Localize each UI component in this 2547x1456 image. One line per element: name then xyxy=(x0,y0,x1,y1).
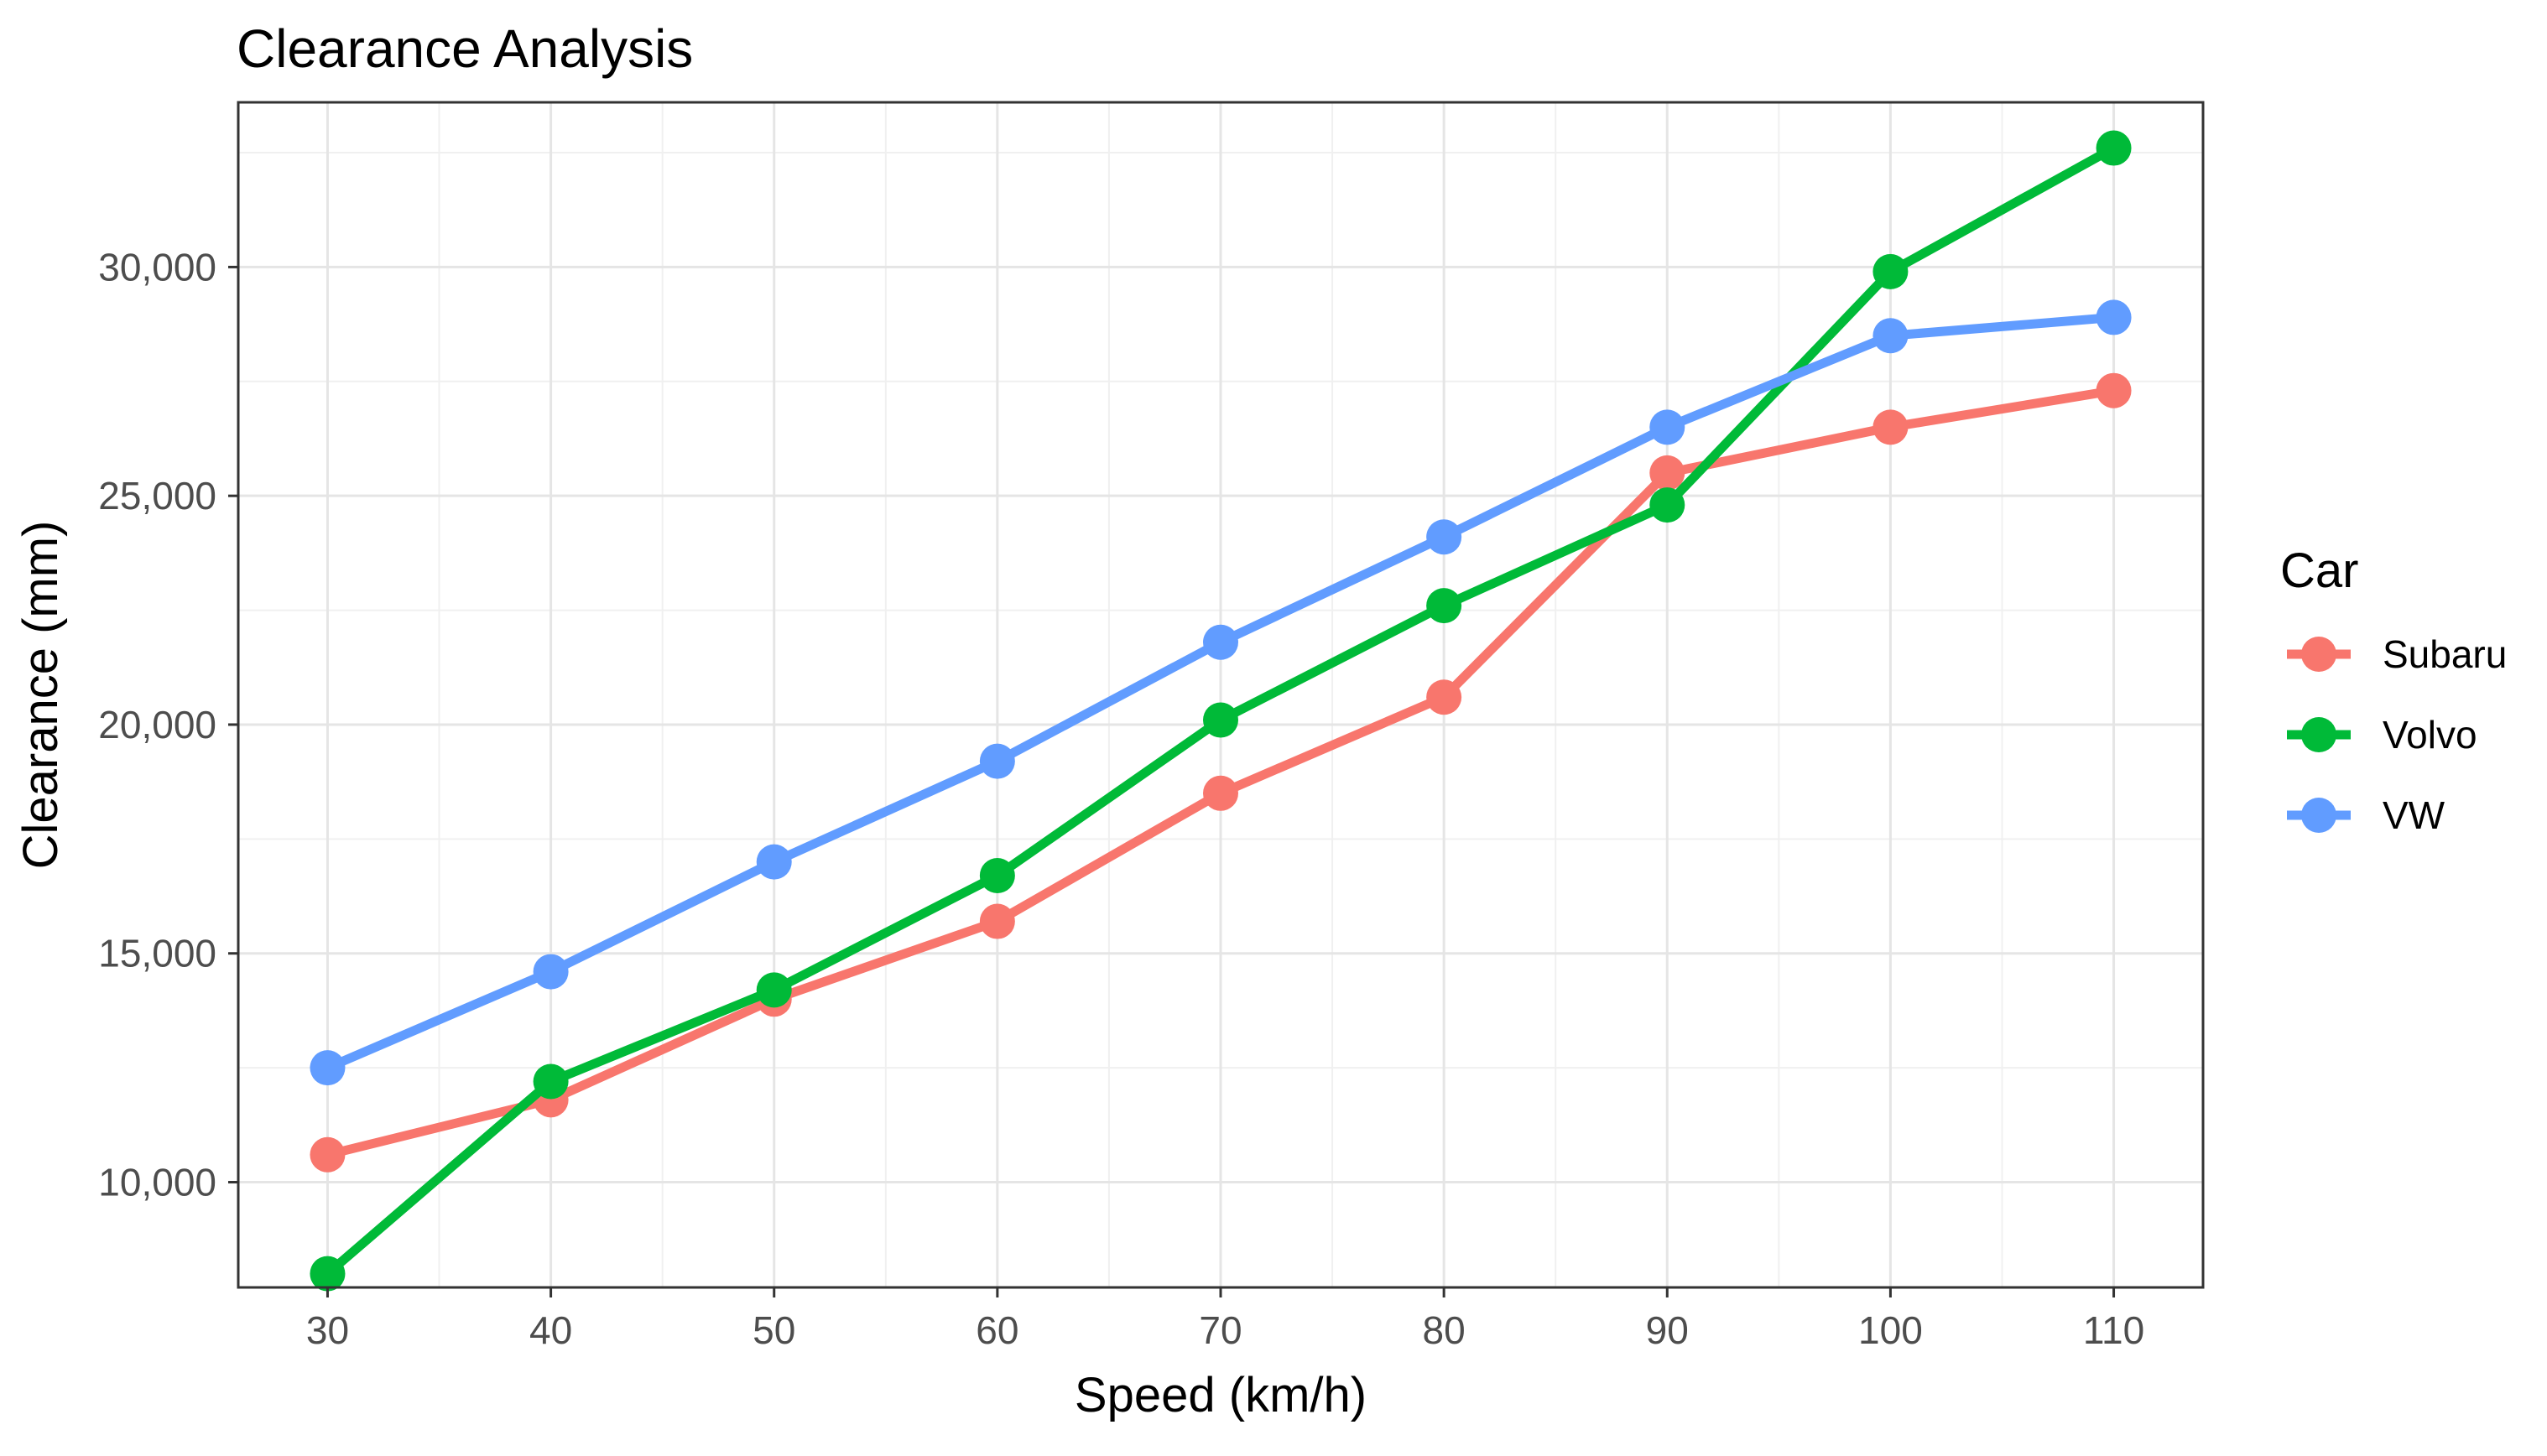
x-tick-label: 40 xyxy=(529,1308,572,1352)
data-point-subaru xyxy=(1426,679,1462,715)
legend-key-point-vw xyxy=(2301,798,2336,833)
x-tick-label: 30 xyxy=(306,1308,349,1352)
legend-label-volvo: Volvo xyxy=(2383,713,2477,757)
data-point-vw xyxy=(1426,519,1462,555)
data-point-vw xyxy=(756,844,792,880)
data-point-vw xyxy=(310,1050,346,1086)
x-tick-label: 110 xyxy=(2083,1308,2144,1352)
y-tick-label: 25,000 xyxy=(98,474,216,517)
data-point-volvo xyxy=(1426,588,1462,624)
legend-title: Car xyxy=(2280,543,2358,598)
x-axis: 30 40 50 60 70 80 90 100 110 xyxy=(306,1287,2144,1352)
x-tick-label: 60 xyxy=(976,1308,1018,1352)
series-layer xyxy=(310,130,2132,1292)
data-point-subaru xyxy=(1649,455,1685,491)
y-tick-label: 20,000 xyxy=(98,703,216,746)
data-point-vw xyxy=(979,743,1015,779)
y-axis: 10,000 15,000 20,000 25,000 30,000 xyxy=(98,245,238,1204)
legend-key-point-volvo xyxy=(2301,717,2336,752)
data-point-volvo xyxy=(1872,253,1909,289)
legend-label-subaru: Subaru xyxy=(2383,632,2507,676)
x-tick-label: 70 xyxy=(1199,1308,1242,1352)
data-point-vw xyxy=(1203,624,1238,660)
data-point-subaru xyxy=(2096,372,2132,408)
x-tick-label: 90 xyxy=(1646,1308,1689,1352)
data-point-subaru xyxy=(1872,409,1909,445)
data-point-volvo xyxy=(310,1256,346,1292)
data-point-vw xyxy=(1872,318,1909,354)
data-point-volvo xyxy=(533,1063,569,1100)
data-point-subaru xyxy=(1203,775,1238,811)
x-axis-title: Speed (km/h) xyxy=(1075,1368,1367,1422)
y-tick-label: 15,000 xyxy=(98,932,216,975)
data-point-volvo xyxy=(2096,130,2132,166)
data-point-subaru xyxy=(310,1136,346,1173)
data-point-volvo xyxy=(1649,487,1685,523)
data-point-vw xyxy=(533,954,569,990)
data-point-vw xyxy=(2096,299,2132,335)
data-point-volvo xyxy=(1203,702,1238,738)
data-point-subaru xyxy=(979,903,1015,939)
chart-title: Clearance Analysis xyxy=(237,18,693,79)
x-tick-label: 80 xyxy=(1423,1308,1466,1352)
legend-label-vw: VW xyxy=(2383,793,2445,837)
y-tick-label: 30,000 xyxy=(98,245,216,289)
y-axis-title: Clearance (mm) xyxy=(13,521,68,870)
data-point-volvo xyxy=(979,857,1015,893)
data-point-volvo xyxy=(756,972,792,1008)
x-tick-label: 50 xyxy=(753,1308,795,1352)
x-tick-label: 100 xyxy=(1858,1308,1923,1352)
y-tick-label: 10,000 xyxy=(98,1161,216,1204)
data-point-vw xyxy=(1649,409,1685,445)
legend: Car Subaru Volvo VW xyxy=(2280,543,2507,837)
legend-key-point-subaru xyxy=(2301,637,2336,672)
